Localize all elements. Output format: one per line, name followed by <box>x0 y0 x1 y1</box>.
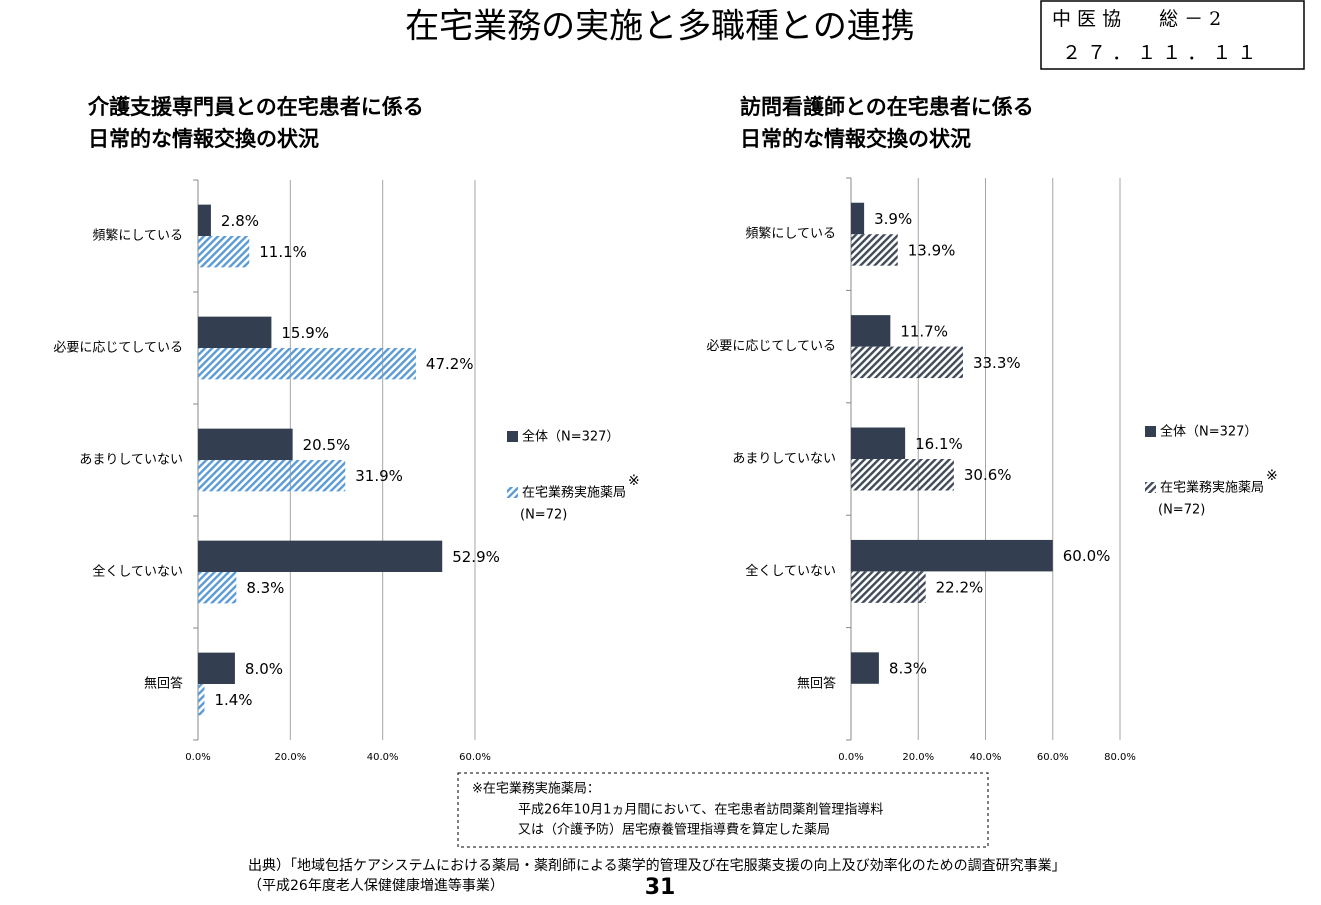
y-tick-label: 頻繁にしている <box>745 226 836 242</box>
data-label: 33.3% <box>973 354 1021 372</box>
note-box <box>457 772 989 848</box>
data-label: 47.2% <box>426 355 474 373</box>
data-label: 30.6% <box>964 466 1012 484</box>
y-tick-label: 全くしていない <box>92 564 183 580</box>
chart-title: 訪問看護師との在宅患者に係る <box>740 95 1034 119</box>
bar <box>198 540 443 572</box>
data-label: 16.1% <box>915 435 963 453</box>
legend-swatch <box>507 431 518 442</box>
bar <box>851 346 963 379</box>
bar <box>851 427 906 459</box>
data-label: 1.4% <box>214 691 252 709</box>
data-label: 20.5% <box>303 436 351 454</box>
data-label: 11.1% <box>259 243 307 261</box>
y-tick-label: 無回答 <box>144 676 183 692</box>
data-label: 15.9% <box>281 324 329 342</box>
x-tick-label: 40.0% <box>970 752 1002 763</box>
note-heading: ※在宅業務実施薬局： <box>472 781 600 797</box>
legend-swatch <box>1145 482 1156 493</box>
x-tick-label: 20.0% <box>902 752 934 763</box>
data-label: 8.0% <box>245 660 283 678</box>
bar <box>198 652 235 684</box>
y-tick-label: 無回答 <box>797 675 836 691</box>
source: （平成26年度老人保健健康増進等事業） <box>248 877 504 894</box>
bar <box>198 460 346 492</box>
y-tick-label: あまりしていない <box>79 453 183 468</box>
x-tick-label: 0.0% <box>838 752 863 763</box>
data-label: 8.3% <box>246 579 284 597</box>
legend-mark: ※ <box>628 473 640 489</box>
note-line: 平成26年10月1ヵ月間において、在宅患者訪問薬剤管理指導料 <box>518 802 883 818</box>
bar <box>198 204 211 236</box>
doc-id-box <box>1040 0 1305 70</box>
bar <box>198 236 250 268</box>
bar <box>851 459 954 491</box>
x-tick-label: 20.0% <box>274 752 306 763</box>
bar <box>198 428 293 460</box>
bar <box>851 315 891 347</box>
y-tick-label: 全くしていない <box>745 563 836 579</box>
legend-mark: ※ <box>1266 468 1278 484</box>
x-tick-label: 60.0% <box>1037 752 1069 763</box>
bar <box>851 571 926 603</box>
page-number: 31 <box>645 875 676 900</box>
source: 出典）「地域包括ケアシステムにおける薬局・薬剤師による薬学的管理及び在宅服薬支援… <box>248 857 1066 874</box>
doc-date: ２ ７ ． １ １ ． １ １ <box>1062 42 1256 64</box>
legend-label: 全体（N=327） <box>1160 424 1257 440</box>
bar <box>198 348 416 380</box>
legend-label: 全体（N=327） <box>522 429 619 445</box>
y-tick-label: 必要に応じてしている <box>53 341 183 356</box>
doc-id: 中 医 協 総 － 2 <box>1052 8 1221 30</box>
data-label: 3.9% <box>874 210 912 228</box>
bar <box>198 316 272 348</box>
y-tick-label: あまりしていない <box>732 452 836 467</box>
x-tick-label: 40.0% <box>367 752 399 763</box>
chart-title: 介護支援専門員との在宅患者に係る <box>87 95 424 119</box>
data-label: 13.9% <box>908 241 956 259</box>
data-label: 60.0% <box>1063 547 1111 565</box>
legend-sample: (N=72) <box>1158 503 1205 518</box>
chart-title: 日常的な情報交換の状況 <box>740 127 971 151</box>
slide-title: 在宅業務の実施と多職種との連携 <box>405 7 915 47</box>
y-tick-label: 必要に応じてしている <box>706 339 836 354</box>
x-tick-label: 80.0% <box>1104 752 1136 763</box>
bar <box>851 202 865 235</box>
bar <box>851 652 879 684</box>
legend-sample: (N=72) <box>520 508 567 523</box>
data-label: 8.3% <box>889 660 927 678</box>
data-label: 52.9% <box>452 548 500 566</box>
data-label: 2.8% <box>221 212 259 230</box>
legend-label: 在宅業務実施薬局 <box>1160 480 1264 496</box>
data-label: 31.9% <box>355 467 403 485</box>
data-label: 22.2% <box>936 579 984 597</box>
y-tick-label: 頻繁にしている <box>92 228 183 244</box>
bar <box>851 539 1053 572</box>
bar <box>198 684 205 716</box>
note-line: 又は（介護予防）居宅療養管理指導費を算定した薬局 <box>518 822 830 838</box>
bar <box>851 234 898 266</box>
chart-title: 日常的な情報交換の状況 <box>88 127 319 151</box>
x-tick-label: 60.0% <box>459 752 491 763</box>
legend-swatch <box>507 487 518 498</box>
legend-label: 在宅業務実施薬局 <box>522 485 626 501</box>
legend-swatch <box>1145 426 1156 437</box>
data-label: 11.7% <box>900 322 948 340</box>
bar <box>198 572 237 604</box>
x-tick-label: 0.0% <box>185 752 210 763</box>
